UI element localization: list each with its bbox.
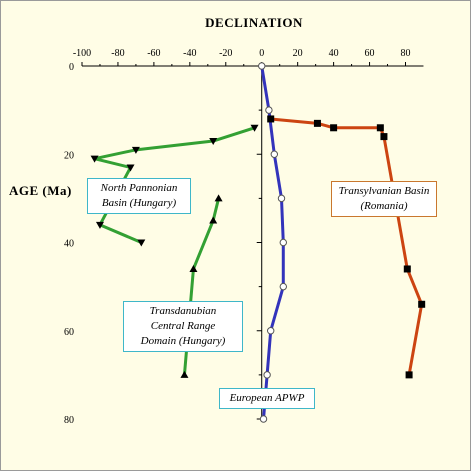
data-point <box>380 133 388 141</box>
data-point <box>214 194 223 202</box>
series-layer <box>90 62 426 423</box>
data-point <box>189 264 198 272</box>
data-point <box>403 265 411 273</box>
data-point <box>250 124 259 132</box>
data-point <box>277 194 286 203</box>
european-apwp-label: European APWP <box>219 388 315 409</box>
transdanubian-line-3: Domain (Hungary) <box>140 335 226 347</box>
transylvanian-line-1: Transylvanian Basin <box>338 185 430 197</box>
data-point <box>137 239 146 247</box>
x-tick-label: -20 <box>219 48 232 59</box>
data-point <box>330 124 338 132</box>
data-point <box>209 138 218 146</box>
north-pannonian-label: North Pannonian Basin (Hungary) <box>87 178 191 214</box>
data-point <box>258 62 266 70</box>
x-tick-label: -80 <box>111 48 124 59</box>
data-point <box>265 106 273 114</box>
european-apwp-line-1: European APWP <box>229 392 305 404</box>
data-point <box>126 164 135 172</box>
data-point <box>279 238 287 247</box>
data-point <box>95 221 104 229</box>
series-line <box>270 117 424 376</box>
y-tick-label: 80 <box>64 415 74 426</box>
data-point <box>131 146 140 154</box>
data-point <box>405 371 413 379</box>
data-point <box>267 115 275 123</box>
data-point <box>270 150 279 158</box>
series-2 <box>90 124 259 247</box>
data-point <box>376 124 384 132</box>
series-0 <box>258 62 287 423</box>
transylvanian-line-2: (Romania) <box>360 200 408 212</box>
axes: -100 -80 -60 -40 -20 0 20 40 60 80 0 20 40 60 80 <box>64 48 424 426</box>
data-point <box>313 119 321 127</box>
transdanubian-line-2: Central Range <box>150 320 216 332</box>
data-point <box>209 216 218 224</box>
y-tick-label: 60 <box>64 327 74 338</box>
series-1 <box>267 115 426 379</box>
transdanubian-label: Transdanubian Central Range Domain (Hung… <box>123 301 243 352</box>
y-tick-label: 40 <box>64 239 74 250</box>
x-tick-label: 60 <box>365 48 375 59</box>
data-point <box>90 155 99 163</box>
transylvanian-label: Transylvanian Basin (Romania) <box>331 181 437 217</box>
data-point <box>418 300 426 308</box>
x-tick-label: 40 <box>329 48 339 59</box>
north-pannonian-line-1: North Pannonian <box>100 182 178 194</box>
data-point <box>267 327 275 335</box>
x-tick-label: -100 <box>73 48 91 59</box>
y-tick-label: 20 <box>64 150 74 161</box>
x-tick-label: 80 <box>401 48 411 59</box>
x-tick-label: -40 <box>183 48 196 59</box>
y-axis-label: AGE (Ma) <box>9 183 72 198</box>
x-tick-label: 20 <box>293 48 303 59</box>
x-tick-label: -60 <box>147 48 160 59</box>
data-point <box>263 371 271 379</box>
data-point <box>180 370 189 378</box>
y-tick-label: 0 <box>69 62 74 73</box>
transdanubian-line-1: Transdanubian <box>149 305 217 317</box>
north-pannonian-line-2: Basin (Hungary) <box>101 197 177 209</box>
x-tick-label: 0 <box>259 48 264 59</box>
data-point <box>279 282 287 291</box>
chart-title: DECLINATION <box>205 15 303 30</box>
data-point <box>259 415 268 423</box>
